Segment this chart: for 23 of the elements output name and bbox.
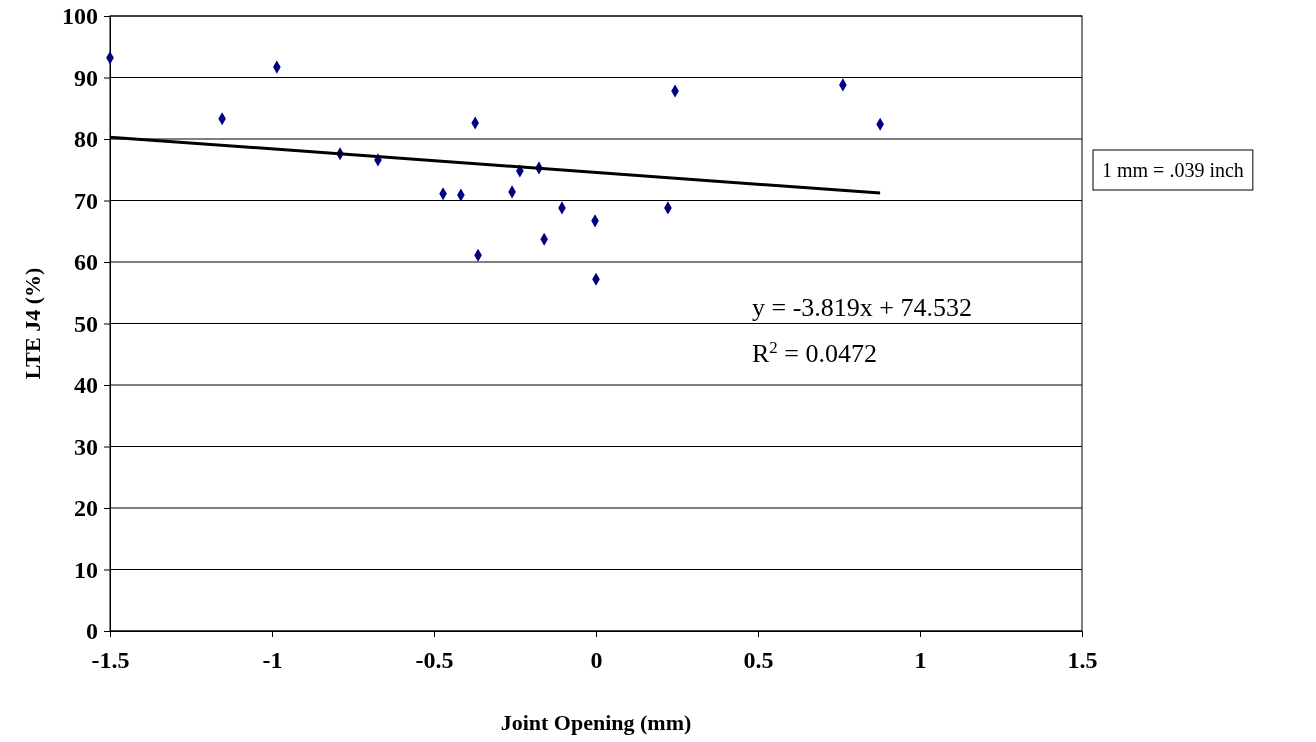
y-tick-label: 10	[74, 556, 98, 583]
x-tick-label: 0	[590, 647, 603, 674]
y-tick-label: 90	[74, 64, 98, 91]
y-tick-label: 60	[74, 249, 98, 276]
x-tick-label: 1.5	[1067, 647, 1098, 674]
x-tick-label: 0.5	[743, 647, 774, 674]
x-axis-title: Joint Opening (mm)	[500, 710, 692, 735]
y-tick-label: 70	[74, 187, 98, 214]
text: 1 mm = .039 inch	[1102, 159, 1244, 181]
y-tick-label: 0	[86, 618, 98, 645]
y-tick-label: 80	[74, 126, 98, 153]
x-tick-label: 1	[914, 647, 927, 674]
x-tick-label: -1	[262, 647, 283, 674]
x-tick-label: -0.5	[415, 647, 454, 674]
y-tick-label: 50	[74, 310, 98, 337]
y-tick-label: 20	[74, 495, 98, 522]
y-tick-label: 100	[62, 3, 98, 30]
y-tick-label: 30	[74, 433, 98, 460]
y-axis-title: LTE J4 (%)	[20, 267, 45, 380]
annotation: y = -3.819x + 74.532	[752, 293, 972, 322]
x-tick-label: -1.5	[91, 647, 130, 674]
y-tick-label: 40	[74, 372, 98, 399]
annotation: R$^{2}$ = 0.0472	[752, 337, 877, 368]
